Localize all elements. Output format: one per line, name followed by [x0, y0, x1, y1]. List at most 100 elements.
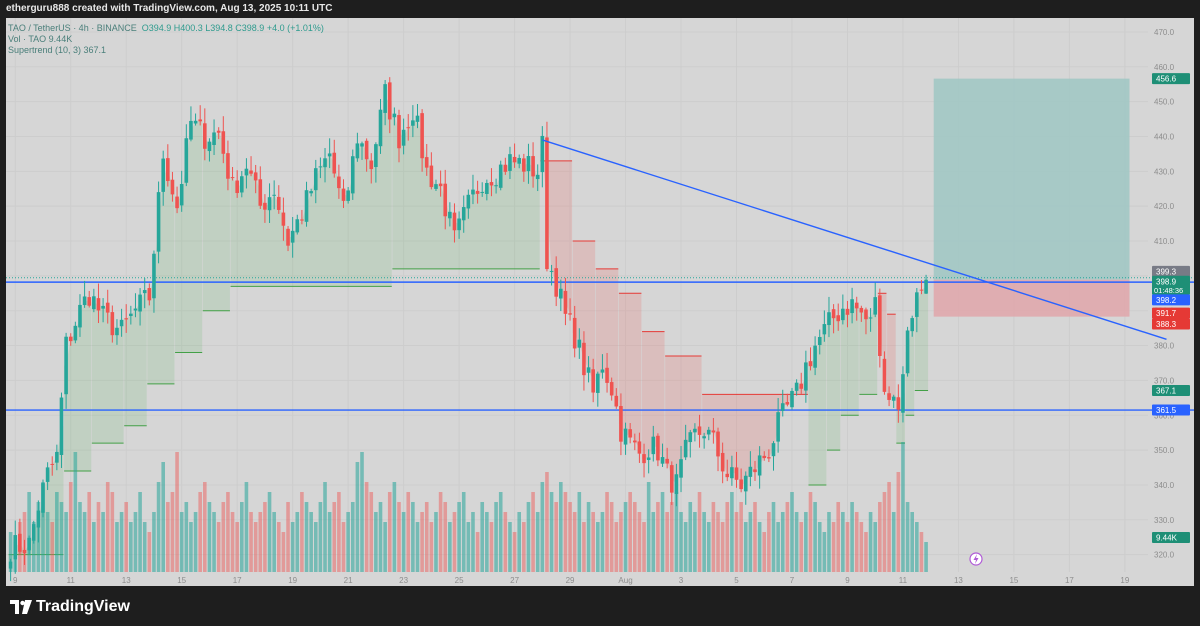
volume-bar: [822, 532, 827, 572]
price-chart[interactable]: 9 11 13 15 17 19 21 23 25 27 29 Aug 3 5 7 9 11 13 15 17 19 32…: [6, 18, 1194, 586]
tradingview-logo-icon: [10, 600, 32, 614]
volume-bar: [216, 522, 221, 572]
candle-body: [780, 403, 785, 411]
tradingview-logo-text: TradingView: [36, 598, 130, 615]
x-tick-label: 17: [1065, 576, 1074, 585]
y-tick-label: 440.0: [1154, 132, 1175, 141]
candle-body: [161, 158, 165, 192]
legend-volume[interactable]: Vol · TAO 9.44K: [8, 34, 73, 44]
volume-bar: [619, 512, 623, 572]
legend-supertrend[interactable]: Supertrend (10, 3) 367.1: [8, 45, 107, 55]
volume-bar: [771, 502, 776, 572]
volume-bar: [364, 482, 369, 572]
volume-bar: [572, 512, 577, 572]
volume-bar: [748, 512, 753, 572]
candle-body: [129, 313, 133, 316]
volume-bar: [845, 522, 850, 572]
volume-bar: [129, 522, 133, 572]
volume-bar: [475, 532, 480, 572]
candle-body: [494, 185, 498, 187]
volume-bar: [461, 492, 466, 572]
candle-body: [230, 177, 235, 179]
volume-axis-label: [1152, 532, 1190, 543]
candle-body: [836, 315, 841, 322]
candle-body: [804, 362, 808, 391]
candle-body: [586, 367, 591, 373]
y-tick-label: 360.0: [1154, 411, 1175, 420]
volume-bar: [466, 522, 471, 572]
volume-bar: [808, 492, 813, 572]
x-tick-label: 19: [1120, 576, 1129, 585]
candle-body: [198, 119, 202, 122]
volume-bar: [27, 492, 31, 572]
candle-body: [540, 135, 545, 173]
volume-bar: [138, 492, 142, 572]
candle-body: [318, 166, 323, 168]
candle-body: [239, 176, 244, 193]
candle-body: [822, 324, 827, 335]
volume-bar: [753, 502, 757, 572]
candle-body: [582, 342, 586, 376]
volume-bar: [586, 502, 591, 572]
x-tick-label: 13: [954, 576, 963, 585]
volume-bar: [249, 512, 253, 572]
supertrend-up-fill: [808, 329, 827, 485]
candle-body: [910, 318, 915, 332]
candle-body: [632, 440, 637, 443]
lightning-icon[interactable]: [969, 552, 983, 566]
volume-bar: [628, 492, 632, 572]
volume-bar: [600, 512, 605, 572]
candle-body: [757, 455, 762, 476]
candle-body: [679, 459, 683, 478]
candle-body: [572, 317, 577, 349]
price-axis-label: [1152, 318, 1190, 330]
chart-panel[interactable]: 9 11 13 15 17 19 21 23 25 27 29 Aug 3 5 7 9 11 13 15 17 19 32…: [6, 18, 1194, 586]
x-tick-label: 21: [344, 576, 353, 585]
volume-bar: [198, 492, 202, 572]
candle-body: [591, 369, 595, 393]
candle-body: [216, 130, 221, 133]
price-axis-label: [1152, 385, 1190, 397]
supertrend-down-fill: [665, 356, 702, 485]
candle-body: [45, 467, 50, 482]
candle-body: [13, 535, 18, 560]
price-axis-label-text: 361.5: [1156, 406, 1177, 415]
volume-bar: [415, 522, 420, 572]
candle-body: [249, 170, 253, 174]
candle-body: [790, 390, 794, 408]
price-axis-label: [1152, 73, 1190, 85]
candle-body: [762, 455, 767, 459]
candle-body: [503, 164, 508, 172]
x-tick-label: 9: [845, 576, 850, 585]
candle-body: [665, 458, 669, 464]
volume-bar: [355, 462, 360, 572]
tradingview-logo[interactable]: TradingView: [10, 597, 130, 617]
candle-body: [147, 288, 152, 301]
volume-bar: [429, 522, 434, 572]
volume-bar: [642, 522, 646, 572]
volume-bar: [804, 512, 808, 572]
candle-body: [82, 296, 87, 306]
volume-bar: [411, 502, 415, 572]
volume-bar: [859, 522, 864, 572]
candle-body: [313, 168, 318, 191]
candle-body: [498, 164, 503, 188]
y-tick-label: 430.0: [1154, 167, 1175, 176]
candle-body: [22, 549, 27, 554]
volume-bar: [614, 522, 619, 572]
legend-symbol[interactable]: TAO / TetherUS · 4h · BINANCE: [8, 23, 137, 33]
volume-bar: [392, 482, 397, 572]
volume-bar: [591, 512, 595, 572]
countdown-label-text: 01:48:36: [1154, 286, 1183, 295]
candle-body: [785, 401, 790, 405]
y-tick-label: 380.0: [1154, 342, 1175, 351]
volume-bar: [623, 502, 628, 572]
volume-bar: [706, 522, 711, 572]
candle-body: [831, 309, 836, 319]
volume-bar: [868, 512, 873, 572]
volume-axis-label-text: 9.44K: [1156, 534, 1178, 543]
candle-body: [896, 397, 901, 410]
candle-body: [508, 154, 512, 171]
candle-body: [868, 317, 873, 319]
candle-body: [235, 180, 239, 194]
